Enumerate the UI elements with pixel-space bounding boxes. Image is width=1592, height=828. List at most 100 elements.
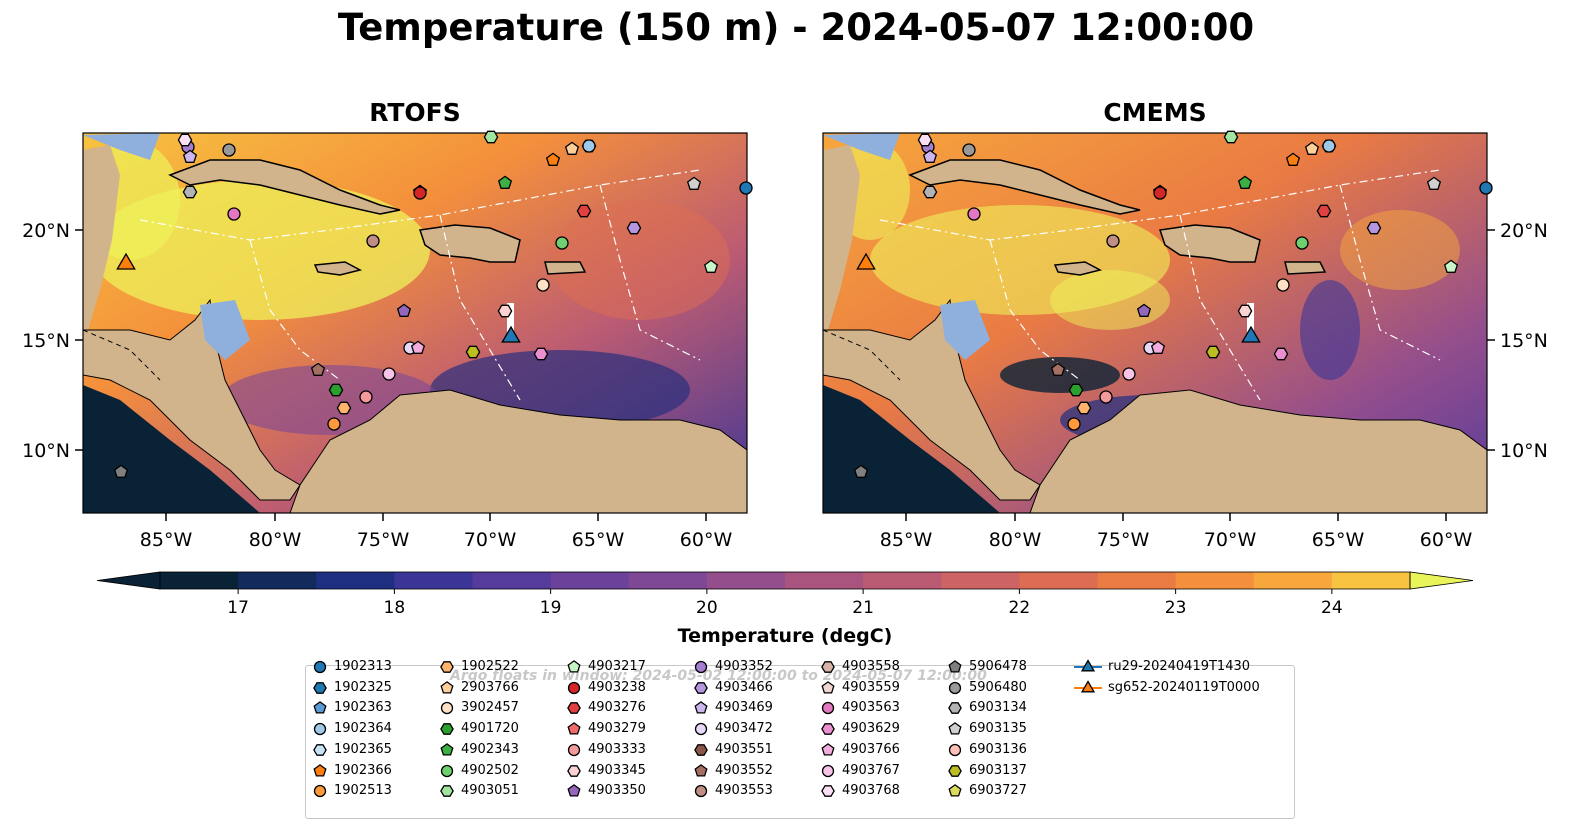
colorbar-segment bbox=[1175, 572, 1255, 589]
legend-item: 6903134 bbox=[947, 698, 1027, 718]
legend-label: 1902513 bbox=[334, 783, 392, 799]
legend-marker-icon bbox=[567, 681, 581, 694]
legend-label: 6903136 bbox=[969, 741, 1027, 757]
legend-marker bbox=[694, 743, 708, 756]
float-marker-3902457 bbox=[1276, 278, 1290, 292]
float-marker-4903051 bbox=[1223, 130, 1239, 144]
lon-tick-label: 70°W bbox=[464, 529, 517, 551]
legend-marker bbox=[694, 785, 708, 798]
colorbar-segment bbox=[550, 572, 630, 589]
colorbar-segment bbox=[238, 572, 317, 589]
float-marker-4903466 bbox=[626, 221, 642, 235]
legend-item: 5906480 bbox=[947, 678, 1027, 698]
float-marker-4903767 bbox=[382, 367, 396, 381]
lon-tick-label: 60°W bbox=[680, 529, 733, 551]
legend-item: 4903350 bbox=[566, 781, 646, 801]
legend-label: 4903051 bbox=[461, 783, 519, 799]
legend-marker-icon bbox=[567, 702, 581, 715]
legend-label: 3902457 bbox=[461, 700, 519, 716]
colorbar-tick-label: 23 bbox=[1165, 598, 1187, 618]
legend-marker-icon bbox=[440, 723, 454, 735]
legend-marker bbox=[1080, 679, 1096, 693]
legend-marker bbox=[313, 660, 327, 674]
legend-marker-icon bbox=[694, 681, 708, 694]
legend-label: 4903472 bbox=[715, 721, 773, 737]
colorbar-segment bbox=[1097, 572, 1177, 589]
float-marker-4903276 bbox=[1316, 204, 1332, 218]
float-marker-4903345 bbox=[497, 304, 513, 318]
legend-marker bbox=[440, 680, 454, 694]
lon-tick-label: 75°W bbox=[1097, 529, 1150, 551]
float-marker-4903238 bbox=[413, 186, 427, 200]
float-marker-4903629 bbox=[1273, 347, 1289, 361]
legend-item: 4903766 bbox=[820, 740, 900, 760]
legend-item: 6903135 bbox=[947, 719, 1027, 739]
lat-tick-label-right: 20°N bbox=[1500, 220, 1548, 242]
legend-marker-icon bbox=[821, 680, 835, 694]
float-markers-cmems bbox=[853, 130, 1493, 478]
lon-tick-label: 65°W bbox=[1312, 529, 1365, 551]
legend-label: 1902363 bbox=[334, 700, 392, 716]
float-marker-6903134 bbox=[182, 185, 198, 199]
legend-marker-icon bbox=[948, 660, 962, 673]
legend-marker bbox=[440, 742, 454, 756]
legend-label: 4903629 bbox=[842, 721, 900, 737]
float-marker-4903553 bbox=[366, 234, 380, 248]
legend-item: 4903345 bbox=[566, 761, 646, 781]
colorbar-extend-min bbox=[96, 571, 161, 590]
float-marker-4903217 bbox=[703, 259, 719, 273]
legend-label: 6903137 bbox=[969, 762, 1027, 778]
colorbar-segment bbox=[316, 572, 395, 589]
legend-marker-icon bbox=[313, 701, 327, 714]
colorbar-segment bbox=[863, 572, 942, 589]
legend-item: 4903552 bbox=[693, 761, 773, 781]
float-marker-5906478 bbox=[853, 464, 869, 478]
float-marker-3902457 bbox=[536, 278, 550, 292]
legend-marker bbox=[948, 764, 962, 777]
legend-item: ru29-20240419T1430 bbox=[1074, 657, 1250, 677]
lon-tick-label: 65°W bbox=[572, 529, 625, 551]
figure-title: Temperature (150 m) - 2024-05-07 12:00:0… bbox=[337, 6, 1255, 49]
legend-marker-icon bbox=[567, 764, 581, 777]
legend-item: 4901720 bbox=[439, 719, 519, 739]
float-marker-4903766 bbox=[1150, 340, 1166, 354]
legend-marker bbox=[821, 661, 835, 673]
legend-label: 4903766 bbox=[842, 741, 900, 757]
legend-marker bbox=[313, 743, 327, 756]
lon-tick-label: 80°W bbox=[989, 529, 1042, 551]
lon-tick-label: 60°W bbox=[1420, 529, 1473, 551]
float-marker-4902343 bbox=[1237, 175, 1253, 189]
watermark-text: Argo floats in window: 2024-05-02 12:00:… bbox=[450, 668, 987, 684]
float-marker-1902313 bbox=[1479, 181, 1493, 195]
panel-title-cmems: CMEMS bbox=[1103, 98, 1207, 127]
legend-label: 4903352 bbox=[715, 659, 773, 674]
legend-marker-icon bbox=[694, 660, 708, 674]
legend-item: sg652-20240119T0000 bbox=[1074, 678, 1260, 698]
legend-item: 1902363 bbox=[312, 698, 392, 718]
legend-marker-icon bbox=[313, 722, 327, 736]
colorbar-extend-max bbox=[1409, 571, 1474, 590]
legend-item: 4902343 bbox=[439, 740, 519, 760]
lat-tick-label-left: 10°N bbox=[22, 440, 70, 462]
legend-label: 4903333 bbox=[588, 741, 646, 757]
legend-item: 4903558 bbox=[820, 657, 900, 677]
legend-label: 4903553 bbox=[715, 783, 773, 799]
legend-label: 4903345 bbox=[588, 762, 646, 778]
longitude-ticks: 85°W 85°W 80°W 80°W 75°W 75°W 70°W 70°W 65°W 65°W… bbox=[140, 513, 1473, 551]
legend-label: 4903558 bbox=[842, 659, 900, 674]
legend-item: 1902522 bbox=[439, 657, 519, 677]
legend-marker-icon bbox=[1074, 679, 1102, 693]
legend-marker bbox=[313, 763, 327, 777]
legend-marker bbox=[567, 702, 581, 715]
float-marker-4902502 bbox=[1295, 236, 1309, 250]
legend-marker bbox=[567, 743, 581, 756]
legend-marker bbox=[694, 763, 708, 777]
legend-marker-icon bbox=[821, 702, 835, 715]
float-markers-rtofs bbox=[113, 130, 753, 478]
colorbar-segment bbox=[785, 572, 864, 589]
lon-tick-label: 75°W bbox=[357, 529, 410, 551]
float-marker-4903238 bbox=[1153, 186, 1167, 200]
legend-marker-icon bbox=[948, 743, 962, 756]
legend-marker bbox=[567, 722, 581, 735]
